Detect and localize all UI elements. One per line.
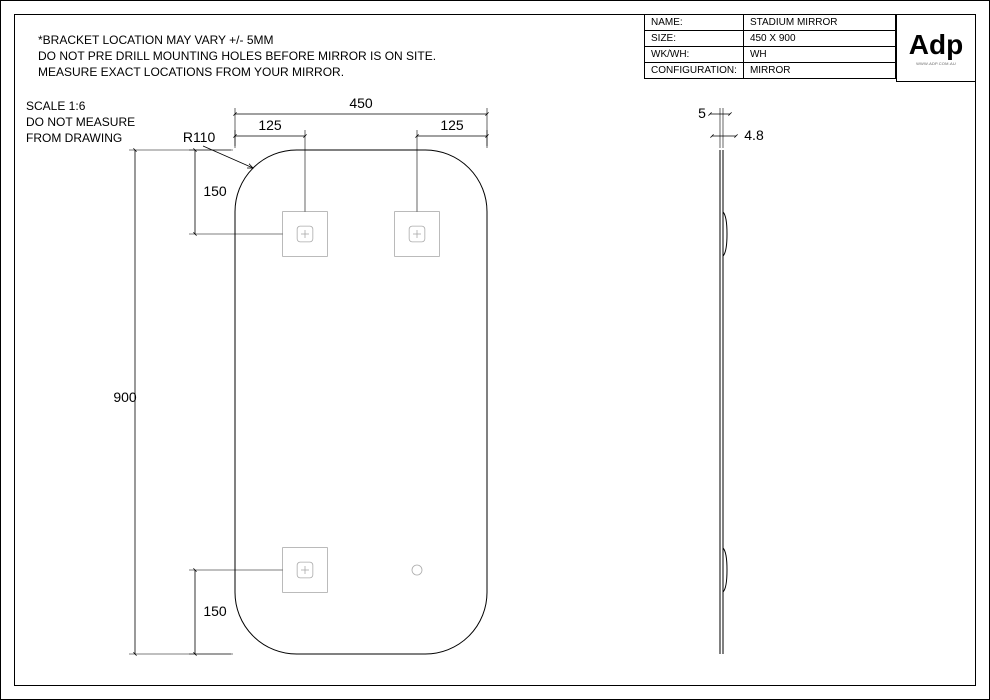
svg-text:R110: R110 xyxy=(183,129,216,145)
svg-text:150: 150 xyxy=(203,183,227,199)
svg-text:4.8: 4.8 xyxy=(744,127,764,143)
svg-text:125: 125 xyxy=(258,117,282,133)
svg-text:150: 150 xyxy=(203,603,227,619)
svg-text:450: 450 xyxy=(349,95,373,111)
svg-text:900: 900 xyxy=(113,389,137,405)
technical-drawing: 450 125 125 900 150 150 R110 5 4.8 xyxy=(0,0,990,700)
svg-text:125: 125 xyxy=(440,117,464,133)
svg-text:5: 5 xyxy=(698,105,706,121)
